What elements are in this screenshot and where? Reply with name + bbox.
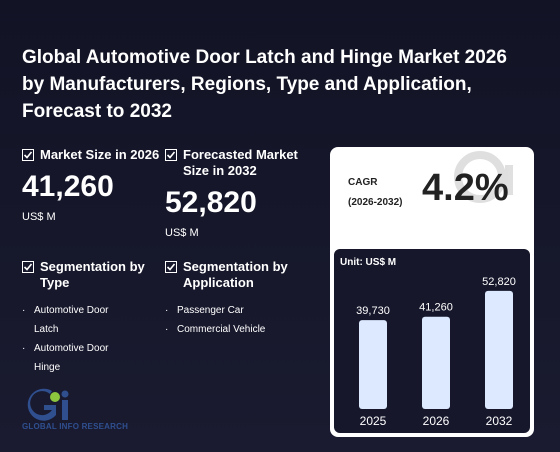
- list-item: Automotive Door Hinge: [22, 339, 130, 377]
- segmentation-application-header: Segmentation by Application: [165, 259, 315, 291]
- market-size-unit: US$ M: [22, 211, 56, 223]
- cagr-label-block: CAGR (2026-2032): [348, 173, 402, 213]
- market-size-value: 41,260: [22, 170, 114, 203]
- cagr-label: CAGR: [348, 177, 378, 188]
- watermark-logo-icon: [454, 151, 513, 203]
- segmentation-type-list: Automotive Door Latch Automotive Door Hi…: [22, 301, 172, 377]
- bar-chart-panel: Unit: US$ M 39,730 2025 41,260 2026 52,820 20…: [334, 249, 530, 433]
- tick-label-2032: 2032: [486, 414, 513, 428]
- segmentation-application-block: Segmentation by Application Passenger Ca…: [165, 259, 315, 339]
- cagr-period: (2026-2032): [348, 197, 403, 208]
- company-logo: GLOBAL INFO RESEARCH: [22, 388, 152, 436]
- segmentation-type-block: Segmentation by Type Automotive Door Lat…: [22, 259, 172, 377]
- segmentation-type-title: Segmentation by Type: [40, 259, 145, 290]
- cagr-card: CAGR (2026-2032) 4.2% Unit: US$ M 39,730…: [330, 147, 534, 437]
- logo-mark-icon: [27, 388, 69, 421]
- market-size-label-row: Market Size in 2026: [22, 147, 172, 163]
- bar-2032: [485, 290, 513, 409]
- list-item: Automotive Door Latch: [22, 301, 130, 339]
- segmentation-type-header: Segmentation by Type: [22, 259, 172, 291]
- chart-unit-label: Unit: US$ M: [340, 257, 397, 268]
- checkbox-icon: [22, 149, 34, 161]
- forecast-size-label: Forecasted Market Size in 2032: [183, 147, 298, 178]
- checkbox-icon: [165, 261, 177, 273]
- data-label-2025: 39,730: [356, 305, 390, 317]
- checkbox-icon: [165, 149, 177, 161]
- forecast-size-label-row: Forecasted Market Size in 2032: [165, 147, 315, 179]
- segmentation-application-list: Passenger Car Commercial Vehicle: [165, 301, 315, 339]
- forecast-size-value: 52,820: [165, 186, 257, 219]
- segmentation-application-title: Segmentation by Application: [183, 259, 288, 290]
- cagr-value: 4.2%: [422, 167, 509, 209]
- data-label-2026: 41,260: [419, 302, 453, 314]
- logo-text: GLOBAL INFO RESEARCH: [22, 422, 129, 431]
- tick-label-2026: 2026: [423, 414, 450, 428]
- market-size-block: Market Size in 2026 41,260 US$ M: [22, 147, 172, 223]
- tick-label-2025: 2025: [360, 414, 387, 428]
- page-title: Global Automotive Door Latch and Hinge M…: [22, 47, 507, 122]
- checkbox-icon: [22, 261, 34, 273]
- bar-2025: [359, 320, 387, 409]
- forecast-size-block: Forecasted Market Size in 2032 52,820 US…: [165, 147, 315, 239]
- data-label-2032: 52,820: [482, 276, 516, 288]
- bar-2026: [422, 316, 450, 409]
- bar-chart: 39,730 2025 41,260 2026 52,820 2032: [356, 276, 516, 428]
- market-size-label: Market Size in 2026: [40, 147, 160, 162]
- list-item: Passenger Car: [165, 301, 315, 320]
- list-item: Commercial Vehicle: [165, 320, 315, 339]
- forecast-size-unit: US$ M: [165, 227, 199, 239]
